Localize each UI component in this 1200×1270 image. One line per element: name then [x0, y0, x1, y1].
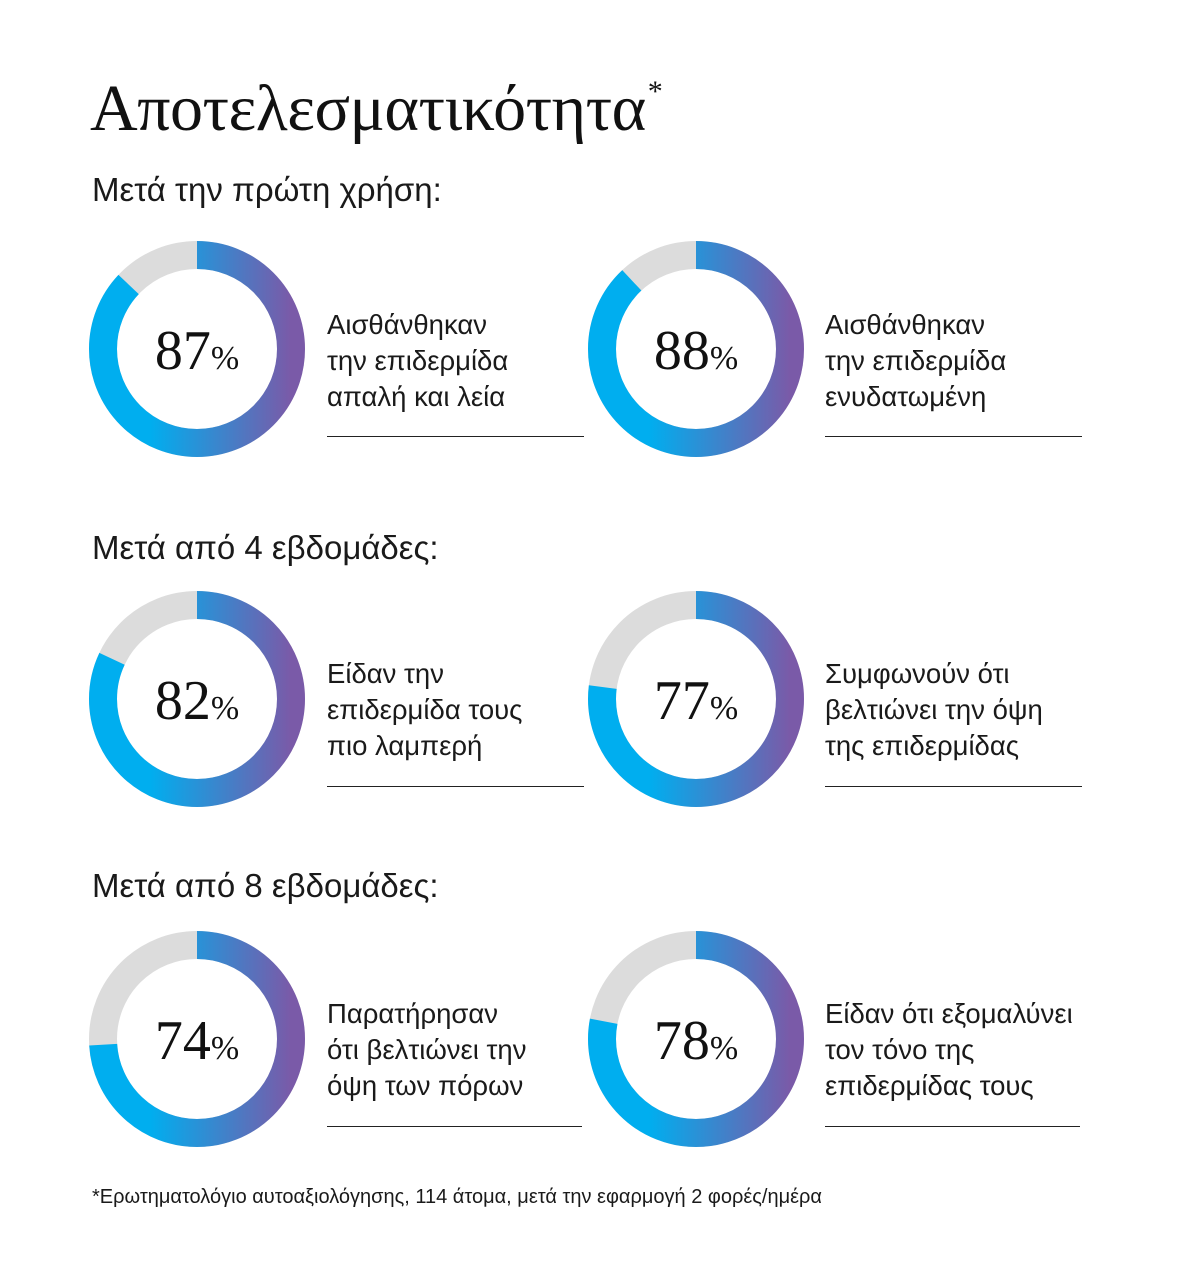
description-line: της επιδερμίδας: [825, 730, 1020, 761]
donut-chart: 77%: [588, 591, 804, 807]
donut-chart: 88%: [588, 241, 804, 457]
description-line: όψη των πόρων: [327, 1070, 524, 1101]
description-line: πιο λαμπερή: [327, 730, 483, 761]
section-heading-first-use: Μετά την πρώτη χρήση:: [92, 171, 442, 208]
description-4-weeks-radiant: Είδαν την επιδερμίδα τους πιο λαμπερή: [327, 656, 597, 764]
page-title: Αποτελεσματικότητα*: [90, 58, 663, 149]
description-line: Συμφωνούν ότι: [825, 658, 1010, 689]
donut-value-arc: [89, 931, 305, 1147]
description-first-use-soft: Αισθάνθηκαν την επιδερμίδα απαλή και λεί…: [327, 307, 597, 415]
description-line: επιδερμίδας τους: [825, 1070, 1034, 1101]
section-heading-8-weeks: Μετά από 8 εβδομάδες:: [92, 867, 439, 904]
donut-value-number: 82: [155, 670, 211, 732]
description-8-weeks-pores: Παρατήρησαν ότι βελτιώνει την όψη των πό…: [327, 996, 617, 1104]
description-line: την επιδερμίδα: [327, 345, 509, 376]
donut-value-label: 87%: [155, 320, 239, 382]
donut-chart: 82%: [89, 591, 305, 807]
description-4-weeks-appearance: Συμφωνούν ότι βελτιώνει την όψη της επιδ…: [825, 656, 1115, 764]
description-line: απαλή και λεία: [327, 381, 506, 412]
donut-value-number: 87: [155, 320, 211, 382]
description-line: Παρατήρησαν: [327, 998, 499, 1029]
footnote: *Ερωτηματολόγιο αυτοαξιολόγησης, 114 άτο…: [92, 1186, 822, 1208]
description-line: επιδερμίδα τους: [327, 694, 523, 725]
donut-chart: 74%: [89, 931, 305, 1147]
donut-value-arc: [89, 591, 305, 807]
donut-value-unit: %: [710, 1030, 738, 1067]
description-8-weeks-tone: Είδαν ότι εξομαλύνει τον τόνο της επιδερ…: [825, 996, 1125, 1104]
donut-value-number: 74: [155, 1010, 211, 1072]
donut-value-number: 77: [654, 670, 710, 732]
section-heading-4-weeks: Μετά από 4 εβδομάδες:: [92, 529, 439, 566]
description-line: την επιδερμίδα: [825, 345, 1007, 376]
donut-value-label: 82%: [155, 670, 239, 732]
donut-value-unit: %: [211, 1030, 239, 1067]
description-first-use-hydrated: Αισθάνθηκαν την επιδερμίδα ενυδατωμένη: [825, 307, 1095, 415]
donut-value-unit: %: [211, 690, 239, 727]
donut-value-unit: %: [710, 340, 738, 377]
description-line: βελτιώνει την όψη: [825, 694, 1043, 725]
donut-value-number: 88: [654, 320, 710, 382]
donut-value-arc: [588, 931, 804, 1147]
donut-value-label: 74%: [155, 1010, 239, 1072]
divider-line: [327, 436, 584, 437]
divider-line: [327, 786, 584, 787]
divider-line: [825, 436, 1082, 437]
description-line: ενυδατωμένη: [825, 381, 987, 412]
donut-chart: 87%: [89, 241, 305, 457]
description-line: Είδαν ότι εξομαλύνει: [825, 998, 1073, 1029]
donut-layer: 87% 88%82% 77%74% 78%: [89, 241, 804, 1147]
description-line: Αισθάνθηκαν: [825, 309, 986, 340]
divider-line: [825, 1126, 1080, 1127]
donut-value-label: 88%: [654, 320, 738, 382]
donut-value-arc: [588, 241, 804, 457]
description-line: ότι βελτιώνει την: [327, 1034, 527, 1065]
description-line: Είδαν την: [327, 658, 444, 689]
donut-value-number: 78: [654, 1010, 710, 1072]
divider-line: [327, 1126, 582, 1127]
donut-chart: 78%: [588, 931, 804, 1147]
donut-value-label: 78%: [654, 1010, 738, 1072]
description-line: Αισθάνθηκαν: [327, 309, 488, 340]
donut-value-label: 77%: [654, 670, 738, 732]
donut-value-unit: %: [211, 340, 239, 377]
donut-value-arc: [89, 241, 305, 457]
donut-value-arc: [588, 591, 804, 807]
title-text: Αποτελεσματικότητα: [90, 72, 646, 145]
description-line: τον τόνο της: [825, 1034, 975, 1065]
divider-line: [825, 786, 1082, 787]
donut-value-unit: %: [710, 690, 738, 727]
title-footnote-mark: *: [647, 75, 663, 108]
